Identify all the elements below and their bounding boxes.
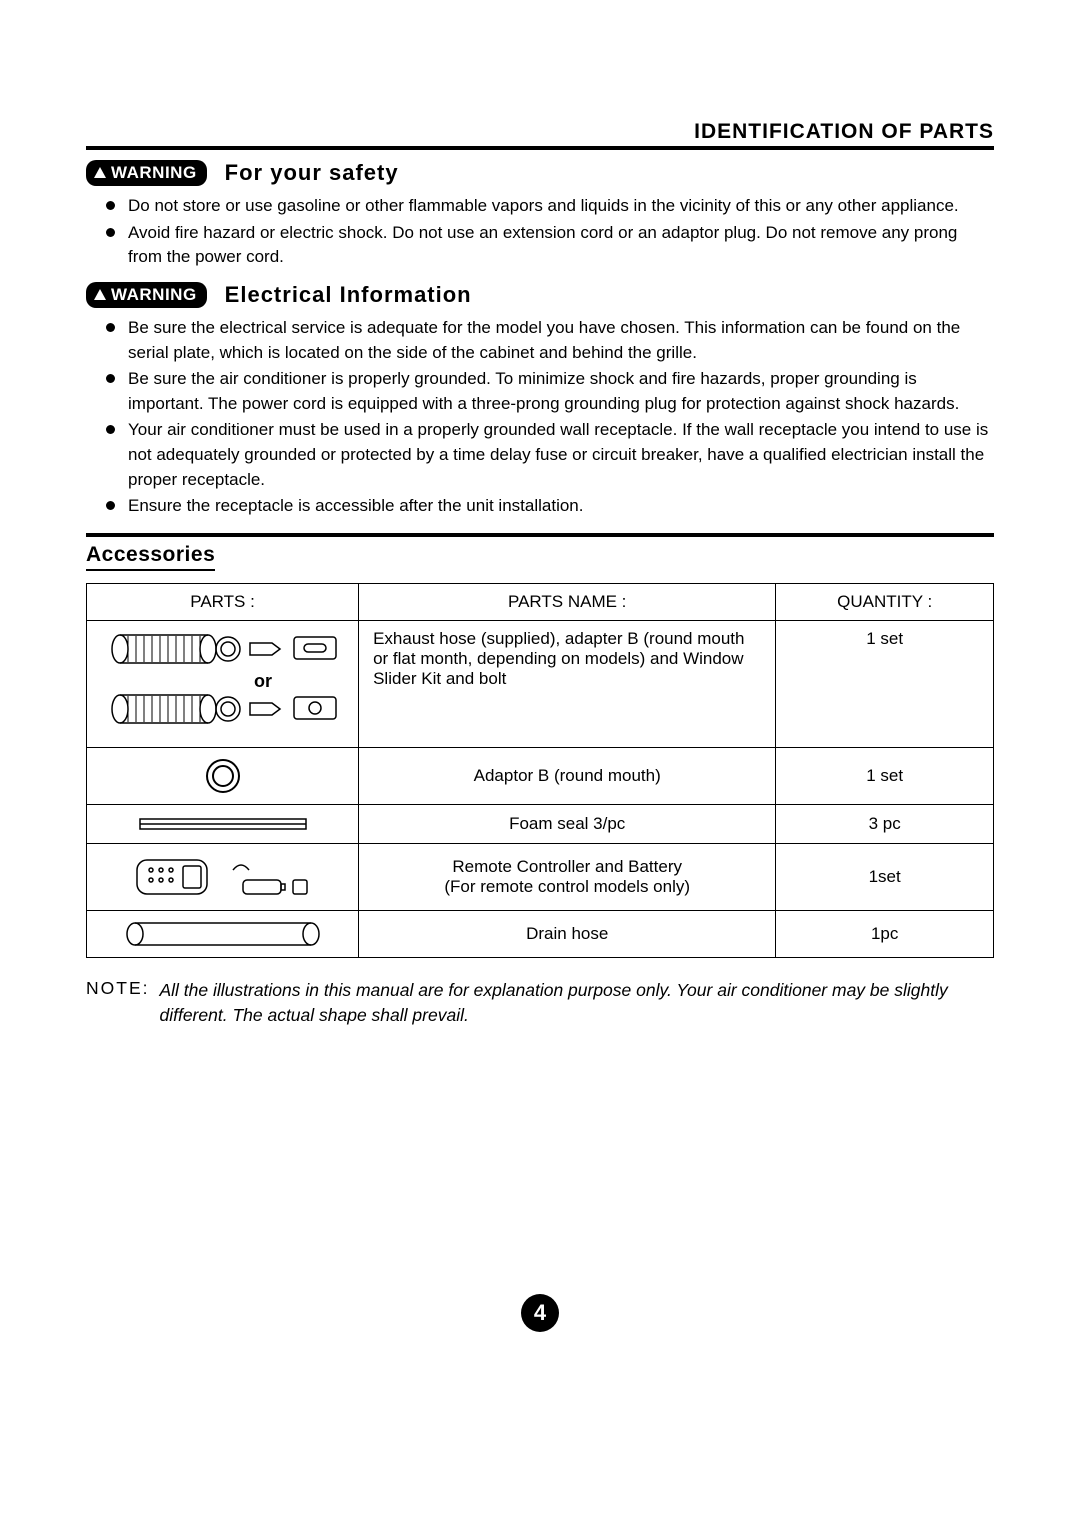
table-header-row: PARTS : PARTS NAME : QUANTITY : <box>87 584 994 621</box>
safety-list: Do not store or use gasoline or other fl… <box>86 194 994 270</box>
list-item: Your air conditioner must be used in a p… <box>106 418 994 492</box>
electrical-list: Be sure the electrical service is adequa… <box>86 316 994 519</box>
table-row: Drain hose 1pc <box>87 911 994 958</box>
warning-badge: WARNING <box>86 160 207 186</box>
parts-name: Foam seal 3/pc <box>359 805 776 844</box>
list-item: Be sure the air conditioner is properly … <box>106 367 994 416</box>
accessories-table: PARTS : PARTS NAME : QUANTITY : <box>86 583 994 958</box>
col-name: PARTS NAME : <box>359 584 776 621</box>
list-item: Do not store or use gasoline or other fl… <box>106 194 994 219</box>
list-item: Avoid fire hazard or electric shock. Do … <box>106 221 994 270</box>
note: NOTE: All the illustrations in this manu… <box>86 978 994 1027</box>
or-label: or <box>254 671 272 691</box>
drain-hose-icon <box>123 919 323 949</box>
warning-badge: WARNING <box>86 282 207 308</box>
safety-warning-row: WARNING For your safety <box>86 160 994 186</box>
parts-qty: 1 set <box>776 748 994 805</box>
table-row: or <box>87 621 994 748</box>
page: IDENTIFICATION OF PARTS WARNING For your… <box>0 0 1080 1532</box>
page-number: 4 <box>521 1294 559 1332</box>
adaptor-b-icon <box>198 756 248 796</box>
parts-illustration <box>87 805 359 844</box>
foam-seal-icon <box>138 813 308 835</box>
parts-qty: 3 pc <box>776 805 994 844</box>
parts-name: Remote Controller and Battery (For remot… <box>359 844 776 911</box>
parts-illustration: or <box>87 621 359 748</box>
section-title-rule: IDENTIFICATION OF PARTS <box>86 120 994 150</box>
parts-name: Drain hose <box>359 911 776 958</box>
electrical-warning-row: WARNING Electrical Information <box>86 282 994 308</box>
accessories-heading: Accessories <box>86 543 215 571</box>
parts-qty: 1 set <box>776 621 994 748</box>
note-label: NOTE: <box>86 978 149 1027</box>
col-qty: QUANTITY : <box>776 584 994 621</box>
parts-qty: 1set <box>776 844 994 911</box>
warning-triangle-icon <box>94 289 106 300</box>
table-row: Foam seal 3/pc 3 pc <box>87 805 994 844</box>
remote-battery-icon <box>133 852 313 902</box>
parts-qty: 1pc <box>776 911 994 958</box>
exhaust-hose-kit-icon: or <box>108 629 338 739</box>
list-item: Ensure the receptacle is accessible afte… <box>106 494 994 519</box>
list-item: Be sure the electrical service is adequa… <box>106 316 994 365</box>
parts-name: Adaptor B (round mouth) <box>359 748 776 805</box>
accessories-section: Accessories PARTS : PARTS NAME : QUANTIT… <box>86 543 994 958</box>
table-row: Remote Controller and Battery (For remot… <box>87 844 994 911</box>
safety-heading: For your safety <box>225 160 399 186</box>
section-title: IDENTIFICATION OF PARTS <box>86 120 994 146</box>
electrical-heading: Electrical Information <box>225 282 472 308</box>
parts-illustration <box>87 911 359 958</box>
parts-illustration <box>87 844 359 911</box>
divider <box>86 533 994 537</box>
warning-badge-label: WARNING <box>111 163 197 183</box>
warning-badge-label: WARNING <box>111 285 197 305</box>
note-text: All the illustrations in this manual are… <box>159 978 994 1027</box>
parts-name: Exhaust hose (supplied), adapter B (roun… <box>359 621 776 748</box>
parts-illustration <box>87 748 359 805</box>
warning-triangle-icon <box>94 167 106 178</box>
col-parts: PARTS : <box>87 584 359 621</box>
table-row: Adaptor B (round mouth) 1 set <box>87 748 994 805</box>
